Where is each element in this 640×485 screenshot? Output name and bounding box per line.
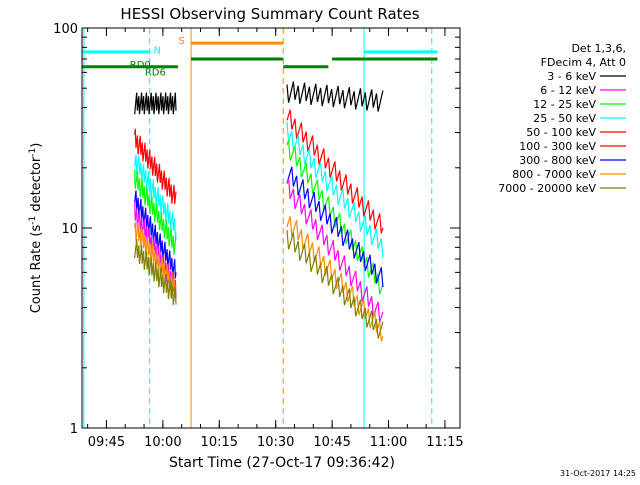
y-tick-label-1: 1 <box>70 422 78 437</box>
legend-label-6: 100 - 300 keV <box>519 140 596 153</box>
legend-label-3: 12 - 25 keV <box>533 98 596 111</box>
series-2-segment-1 <box>134 128 177 205</box>
series-4-segment-2 <box>286 140 384 295</box>
legend-label-5: 50 - 100 keV <box>526 126 596 139</box>
flag-label-rd0: RD0 <box>130 60 151 71</box>
series-6-segment-2 <box>286 178 384 323</box>
x-tick-label-4: 10:30 <box>257 435 294 450</box>
series-8-segment-1 <box>134 239 177 305</box>
axes: 09:45 10:00 10:15 10:30 10:45 11:00 11:15 1 10 10… <box>53 22 464 450</box>
flag-label-n: N <box>153 46 160 57</box>
flag-label-rd6: RD6 <box>145 68 166 79</box>
series-1-segment-2 <box>286 81 384 112</box>
y-tick-label-2: 10 <box>61 222 78 237</box>
legend-header-1: Det 1,3,6, <box>571 42 626 55</box>
x-tick-label-5: 10:45 <box>313 435 350 450</box>
series-4-segment-1 <box>134 169 177 255</box>
series-2-segment-2 <box>286 109 384 234</box>
x-tick-label-3: 10:15 <box>201 435 238 450</box>
series-1-segment-1 <box>134 92 177 115</box>
legend-label-7: 300 - 800 keV <box>519 154 596 167</box>
x-tick-label-2: 10:00 <box>144 435 181 450</box>
x-tick-label-7: 11:15 <box>426 435 463 450</box>
y-tick-label-3: 100 <box>53 22 78 37</box>
legend-label-8: 800 - 7000 keV <box>512 168 596 181</box>
series-3-segment-2 <box>286 121 384 259</box>
x-axis-label: Start Time (27-Oct-17 09:36:42) <box>169 455 395 471</box>
series-8-segment-2 <box>286 229 384 339</box>
x-tick-label-1: 09:45 <box>88 435 125 450</box>
timestamp: 31-Oct-2017 14:25 <box>560 469 636 478</box>
legend-header-2: FDecim 4, Att 0 <box>541 56 626 69</box>
legend-label-4: 25 - 50 keV <box>533 112 596 125</box>
chart-title: HESSI Observing Summary Count Rates <box>120 5 419 23</box>
y-axis-label: Count Rate (s-1 detector-1) <box>28 143 44 314</box>
legend-label-9: 7000 - 20000 keV <box>498 182 596 195</box>
series-5-segment-2 <box>286 166 384 288</box>
flag-label-s: S <box>178 36 184 47</box>
x-tick-label-6: 11:00 <box>370 435 407 450</box>
legend-label-2: 6 - 12 keV <box>540 84 596 97</box>
legend-label-1: 3 - 6 keV <box>547 70 596 83</box>
